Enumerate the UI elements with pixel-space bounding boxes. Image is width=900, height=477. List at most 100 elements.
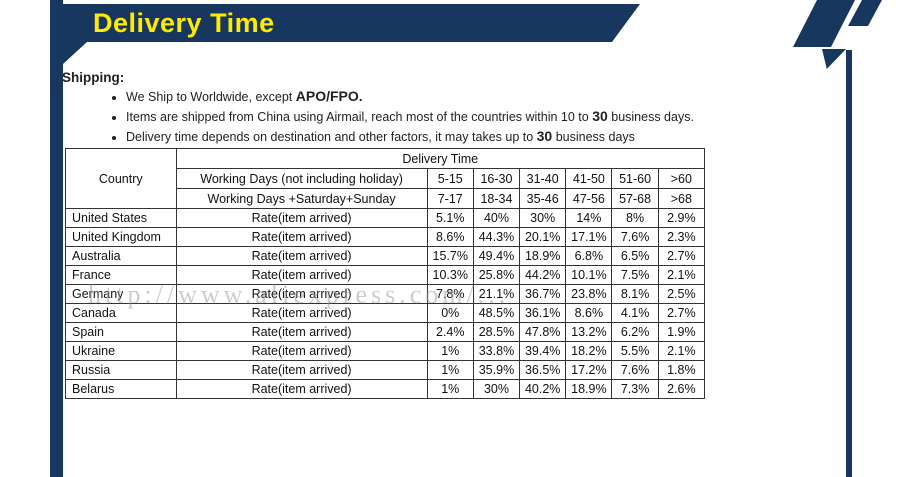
rate-cell: 8% <box>611 208 659 228</box>
working-days-label: Working Days +Saturday+Sunday <box>175 188 428 209</box>
range-cell: 7-17 <box>426 188 474 209</box>
table-row: Canada Rate(item arrived) 0% 48.5% 36.1%… <box>65 303 706 323</box>
country-cell: Russia <box>65 360 177 380</box>
rate-cell: 4.1% <box>611 303 659 323</box>
table-row: United Kingdom Rate(item arrived) 8.6% 4… <box>65 227 706 247</box>
country-cell: United States <box>65 208 177 228</box>
country-cell: Australia <box>65 246 177 266</box>
range-cell: 51-60 <box>611 168 659 189</box>
bullet-text: business days. <box>607 110 694 124</box>
rate-cell: 48.5% <box>472 303 521 323</box>
rate-cell: 7.6% <box>611 360 659 380</box>
rate-cell: 40% <box>472 208 521 228</box>
rate-label-cell: Rate(item arrived) <box>175 360 428 380</box>
rate-cell: 28.5% <box>472 322 521 342</box>
rate-cell: 18.9% <box>565 379 613 399</box>
bullet-text: Items are shipped from China using Airma… <box>126 110 593 124</box>
rate-cell: 8.6% <box>426 227 474 247</box>
rate-cell: 13.2% <box>565 322 613 342</box>
range-cell: 35-46 <box>519 188 567 209</box>
working-days-label: Working Days (not including holiday) <box>175 168 428 189</box>
rate-cell: 39.4% <box>519 341 567 361</box>
range-cell: >60 <box>657 168 706 189</box>
rate-cell: 47.8% <box>519 322 567 342</box>
range-cell: 18-34 <box>472 188 521 209</box>
rate-label-cell: Rate(item arrived) <box>175 284 428 304</box>
rate-cell: 23.8% <box>565 284 613 304</box>
rate-cell: 30% <box>472 379 521 399</box>
rate-cell: 6.8% <box>565 246 613 266</box>
rate-cell: 1% <box>426 360 474 380</box>
bullet-bold-text: 30 <box>536 128 553 144</box>
country-cell: United Kingdom <box>65 227 177 247</box>
rate-label-cell: Rate(item arrived) <box>175 322 428 342</box>
rate-cell: 5.5% <box>611 341 659 361</box>
rate-cell: 2.9% <box>657 208 706 228</box>
delivery-time-header: Delivery Time <box>175 148 705 169</box>
rate-cell: 1% <box>426 341 474 361</box>
bullet-text: Delivery time depends on destination and… <box>126 130 537 144</box>
rate-cell: 2.1% <box>657 265 706 285</box>
table-row: Australia Rate(item arrived) 15.7% 49.4%… <box>65 246 706 266</box>
rate-cell: 2.7% <box>657 246 706 266</box>
rate-cell: 17.1% <box>565 227 613 247</box>
rate-cell: 49.4% <box>472 246 521 266</box>
table-row: France Rate(item arrived) 10.3% 25.8% 44… <box>65 265 706 285</box>
table-row: Spain Rate(item arrived) 2.4% 28.5% 47.8… <box>65 322 706 342</box>
rate-cell: 44.3% <box>472 227 521 247</box>
country-cell: France <box>65 265 177 285</box>
rate-cell: 14% <box>565 208 613 228</box>
rate-cell: 36.5% <box>519 360 567 380</box>
table-header-row: Country Delivery Time <box>65 148 705 209</box>
table-row: Germany Rate(item arrived) 7.8% 21.1% 36… <box>65 284 706 304</box>
country-header: Country <box>65 148 177 209</box>
bullet-delivery-time: Delivery time depends on destination and… <box>126 129 694 144</box>
rate-cell: 6.5% <box>611 246 659 266</box>
rate-cell: 40.2% <box>519 379 567 399</box>
rate-cell: 2.1% <box>657 341 706 361</box>
range-cell: 5-15 <box>426 168 474 189</box>
rate-label-cell: Rate(item arrived) <box>175 379 428 399</box>
rate-cell: 18.2% <box>565 341 613 361</box>
shipping-bullets: We Ship to Worldwide, except APO/FPO. It… <box>112 89 694 149</box>
country-cell: Spain <box>65 322 177 342</box>
right-border-bar <box>846 50 852 477</box>
banner-title: Delivery Time <box>93 8 275 38</box>
bullet-airmail: Items are shipped from China using Airma… <box>126 109 694 124</box>
table-row: Belarus Rate(item arrived) 1% 30% 40.2% … <box>65 379 706 399</box>
rate-cell: 2.7% <box>657 303 706 323</box>
range-cell: 31-40 <box>519 168 567 189</box>
rate-cell: 10.3% <box>426 265 474 285</box>
rate-cell: 44.2% <box>519 265 567 285</box>
rate-cell: 7.3% <box>611 379 659 399</box>
rate-label-cell: Rate(item arrived) <box>175 227 428 247</box>
rate-cell: 1.8% <box>657 360 706 380</box>
table-row: Russia Rate(item arrived) 1% 35.9% 36.5%… <box>65 360 706 380</box>
range-cell: >68 <box>657 188 706 209</box>
bullet-text: We Ship to Worldwide, except <box>126 90 296 104</box>
rate-cell: 2.6% <box>657 379 706 399</box>
country-cell: Canada <box>65 303 177 323</box>
range-cell: 16-30 <box>472 168 521 189</box>
country-cell: Germany <box>65 284 177 304</box>
shipping-heading: Shipping: <box>62 70 125 85</box>
working-days-row: Working Days (not including holiday) 5-1… <box>66 168 706 189</box>
delivery-time-banner: Delivery Time <box>63 4 640 42</box>
rate-cell: 7.8% <box>426 284 474 304</box>
rate-cell: 33.8% <box>472 341 521 361</box>
rate-cell: 0% <box>426 303 474 323</box>
top-right-stripe-large <box>793 0 855 47</box>
rate-cell: 18.9% <box>519 246 567 266</box>
rate-label-cell: Rate(item arrived) <box>175 303 428 323</box>
rate-cell: 15.7% <box>426 246 474 266</box>
top-right-stripe-small <box>848 0 882 26</box>
bullet-worldwide: We Ship to Worldwide, except APO/FPO. <box>126 89 694 104</box>
rate-cell: 17.2% <box>565 360 613 380</box>
range-cell: 47-56 <box>565 188 613 209</box>
table-row: United States Rate(item arrived) 5.1% 40… <box>65 208 706 228</box>
rate-cell: 30% <box>519 208 567 228</box>
rate-label-cell: Rate(item arrived) <box>175 208 428 228</box>
rate-label-cell: Rate(item arrived) <box>175 265 428 285</box>
bullet-bold-text: APO/FPO. <box>295 88 363 104</box>
